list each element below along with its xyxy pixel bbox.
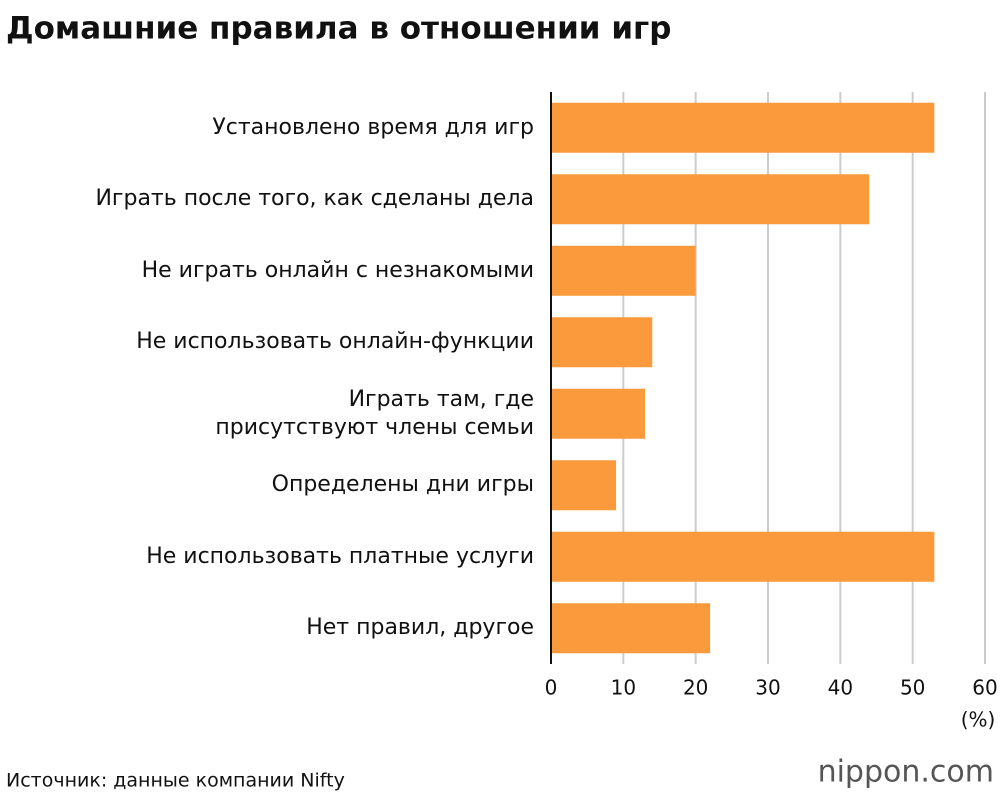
y-tick-label: Не использовать платные услуги bbox=[146, 543, 534, 569]
x-tick-label: 10 bbox=[611, 676, 636, 700]
x-tick-label: 20 bbox=[683, 676, 708, 700]
x-tick-label: 30 bbox=[755, 676, 780, 700]
x-tick-label: 50 bbox=[900, 676, 925, 700]
bar bbox=[551, 317, 653, 368]
logo: nippon.com bbox=[818, 755, 994, 790]
y-tick-label: Не использовать онлайн-функции bbox=[136, 329, 534, 355]
bar bbox=[551, 531, 935, 582]
y-tick-label: Не играть онлайн с незнакомыми bbox=[141, 257, 534, 283]
y-tick-label: Играть там, где присутствуют члены семьи bbox=[215, 386, 534, 440]
bar bbox=[551, 388, 646, 439]
bar bbox=[551, 102, 935, 153]
source: Источник: данные компании Nifty bbox=[6, 770, 345, 792]
bar bbox=[551, 245, 696, 296]
x-tick-label: 0 bbox=[545, 676, 558, 700]
y-tick-label: Установлено время для игр bbox=[212, 114, 534, 140]
x-tick-label: 60 bbox=[972, 676, 997, 700]
y-tick-label: Играть после того, как сделаны дела bbox=[95, 186, 534, 212]
x-tick-label: 40 bbox=[828, 676, 853, 700]
bar bbox=[551, 460, 617, 511]
bar bbox=[551, 603, 711, 654]
y-tick-label: Определены дни игры bbox=[271, 472, 534, 498]
x-unit: (%) bbox=[961, 708, 996, 732]
chart-title: Домашние правила в отношении игр bbox=[6, 11, 671, 47]
y-tick-label: Нет правил, другое bbox=[306, 615, 534, 641]
bar bbox=[551, 174, 870, 225]
